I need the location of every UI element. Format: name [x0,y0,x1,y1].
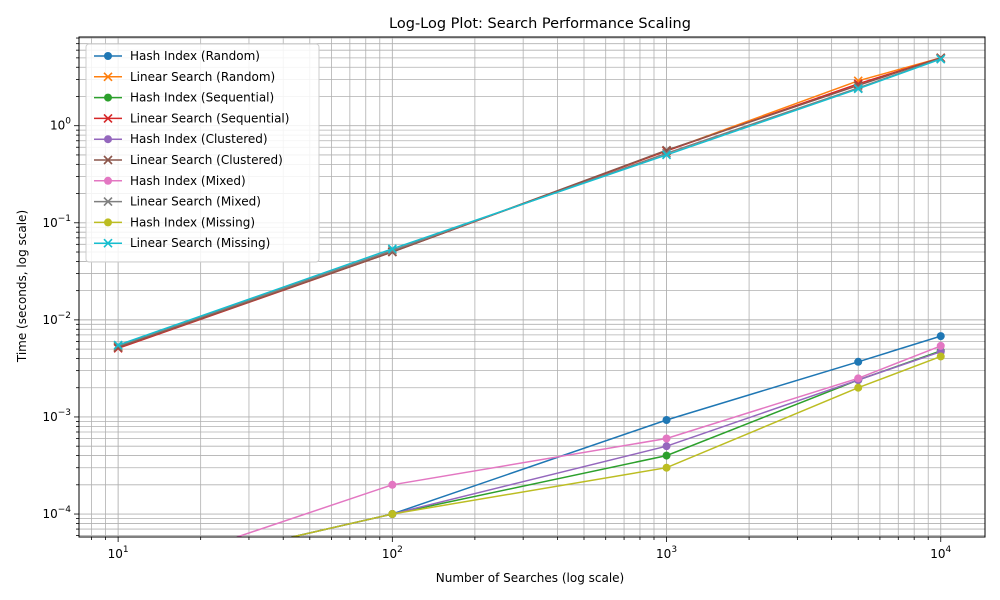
axes: 101 102 103 104 10−4 10−3 10−2 10−1 100 [42,36,986,561]
data-point [936,341,945,350]
legend-label: Linear Search (Random) [130,70,275,84]
x-axis-label: Number of Searches (log scale) [436,571,624,585]
data-point [854,357,863,366]
x-tick-label: 101 [108,545,129,561]
data-point [936,352,945,361]
data-point [388,480,397,489]
legend-label: Hash Index (Sequential) [130,91,274,105]
legend-item: Linear Search (Mixed) [94,195,261,209]
y-tick-label: 10−1 [42,214,71,230]
legend-item: Linear Search (Random) [94,70,275,84]
series-hash-index-random [288,332,945,537]
legend-label: Linear Search (Mixed) [130,195,261,209]
legend-item: Linear Search (Missing) [94,236,270,250]
legend-label: Hash Index (Clustered) [130,132,268,146]
data-point [936,54,946,64]
data-point [662,463,671,472]
data-point [936,332,945,341]
series-line [288,350,942,537]
legend-label: Hash Index (Random) [130,49,260,63]
legend-label: Hash Index (Missing) [130,215,255,229]
data-point [103,72,113,82]
data-point [662,442,671,451]
legend-item: Hash Index (Missing) [94,215,255,229]
series-hash-index-mixed [234,341,945,537]
legend-item: Hash Index (Mixed) [94,174,246,188]
data-point [103,238,113,248]
series-linear-search-missing [113,54,946,350]
legend-item: Linear Search (Sequential) [94,111,289,125]
series-line [288,350,942,537]
legend: Hash Index (Random) Linear Search (Random… [85,43,320,263]
x-tick-label: 103 [656,545,677,561]
series-layer [113,53,946,537]
y-tick-label: 10−4 [42,505,71,521]
data-point [662,416,671,425]
data-point [662,434,671,443]
data-point [854,374,863,383]
y-tick-label: 10−3 [42,408,71,424]
data-point [387,244,397,254]
data-point [104,135,112,144]
y-tick-label: 100 [50,117,71,133]
data-point [104,176,112,185]
series-hash-index-missing [288,352,945,537]
series-line [234,345,942,537]
x-tick-label: 102 [382,545,403,561]
legend-label: Linear Search (Missing) [130,236,270,250]
data-point [113,340,123,350]
data-point [854,383,863,392]
legend-item: Hash Index (Sequential) [94,91,274,105]
y-axis-label: Time (seconds, log scale) [15,210,29,363]
data-point [103,155,113,165]
data-point [103,197,113,207]
data-point [103,113,113,123]
plot-frame [78,36,986,538]
series-line [288,335,942,537]
data-point [853,84,863,94]
chart-title: Log-Log Plot: Search Performance Scaling [389,16,691,32]
legend-item: Hash Index (Random) [94,49,260,63]
data-point [388,510,397,519]
legend-label: Hash Index (Mixed) [130,174,246,188]
legend-label: Linear Search (Sequential) [130,111,289,125]
series-hash-index-clustered [288,347,945,537]
data-point [104,52,112,60]
legend-box [85,43,320,263]
legend-item: Hash Index (Clustered) [94,132,268,146]
data-point [661,150,672,160]
y-tick-label: 10−2 [42,311,71,327]
legend-label: Linear Search (Clustered) [130,153,283,167]
data-point [104,218,112,227]
data-point [104,93,112,102]
x-tick-label: 104 [930,545,951,561]
legend-item: Linear Search (Clustered) [94,153,283,167]
data-point [662,451,671,460]
